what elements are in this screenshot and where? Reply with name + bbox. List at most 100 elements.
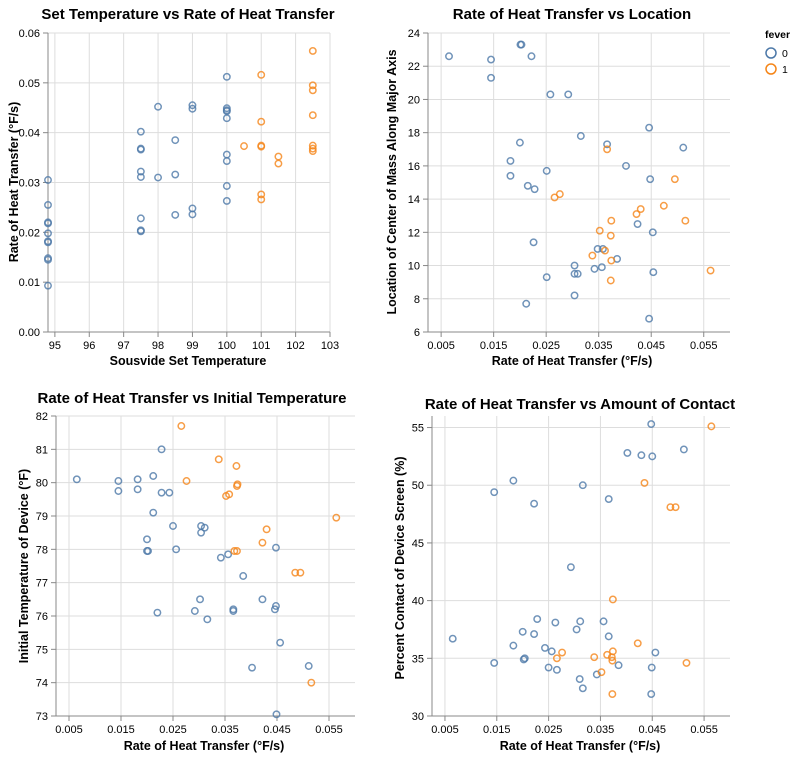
chart-1-point-fever-0 xyxy=(136,227,145,236)
chart-1-point-fever-1 xyxy=(308,81,317,90)
chart-4-point-fever-1 xyxy=(607,653,616,662)
chart-4-y-axis-title: Percent Contact of Device Screen (%) xyxy=(393,457,407,680)
chart-3-point-fever-0 xyxy=(272,602,280,610)
chart-3-point-fever-1 xyxy=(233,482,241,490)
chart-1-point-fever-0 xyxy=(136,167,145,176)
chart-2-point-fever-1 xyxy=(607,256,616,265)
chart-2-point-fever-0 xyxy=(570,269,579,278)
chart-2-point-fever-0 xyxy=(633,220,642,228)
chart-4-point-fever-0 xyxy=(490,488,499,497)
chart-1-point-fever-0 xyxy=(154,173,162,182)
chart-2-point-fever-0 xyxy=(487,73,495,82)
chart-3-point-fever-0 xyxy=(270,605,279,614)
chart-3-point-fever-1 xyxy=(296,568,305,577)
chart-2-y-tick-label: 14 xyxy=(408,194,420,206)
chart-1-point-fever-0 xyxy=(44,219,52,228)
chart-4-point-fever-0 xyxy=(614,661,623,670)
chart-2-y-axis-title: Location of Center of Mass Along Major A… xyxy=(385,49,399,314)
chart-4-point-fever-0 xyxy=(647,690,656,699)
chart-1-y-tick-label: 0.05 xyxy=(19,78,40,90)
chart-4-point-fever-1 xyxy=(608,595,617,604)
chart-1-x-tick-label: 102 xyxy=(286,340,304,352)
chart-3-point-fever-1 xyxy=(182,477,191,485)
chart-2-point-fever-0 xyxy=(576,132,585,140)
chart-3-y-tick-label: 77 xyxy=(36,578,48,590)
chart-1-point-fever-0 xyxy=(136,173,145,181)
chart-3-point-fever-0 xyxy=(143,535,151,544)
chart-3-x-tick-label: 0.015 xyxy=(107,724,135,736)
chart-3-y-tick-label: 74 xyxy=(36,678,48,690)
chart-4-point-fever-0 xyxy=(551,618,560,627)
chart-2-point-fever-0 xyxy=(542,273,551,282)
chart-2-point-fever-0 xyxy=(542,166,551,175)
chart-3-point-fever-0 xyxy=(133,475,142,484)
chart-2-point-fever-1 xyxy=(588,251,597,260)
chart-1-point-fever-1 xyxy=(257,190,266,199)
chart-2-y-tick-label: 8 xyxy=(414,294,420,306)
chart-2-point-fever-1 xyxy=(601,246,609,255)
chart-2-point-fever-0 xyxy=(487,55,495,64)
chart-2-point-fever-1 xyxy=(606,231,615,240)
chart-3-y-tick-label: 75 xyxy=(36,644,48,656)
legend-symbol-0 xyxy=(765,47,777,59)
chart-4-point-fever-1 xyxy=(558,648,567,657)
chart-4-x-tick-label: 0.045 xyxy=(638,724,666,736)
chart-1-x-tick-label: 100 xyxy=(218,340,236,352)
chart-3-point-fever-1 xyxy=(225,490,234,499)
chart-3-x-tick-label: 0.005 xyxy=(55,724,83,736)
chart-4-point-fever-1 xyxy=(552,654,561,663)
chart-3-x-axis-title: Rate of Heat Transfer (°F/s) xyxy=(124,739,285,753)
chart-3-y-tick-label: 79 xyxy=(36,511,48,523)
chart-2-x-tick-label: 0.005 xyxy=(427,340,455,352)
chart-3-point-fever-0 xyxy=(190,607,199,615)
chart-2-x-axis-title: Rate of Heat Transfer (°F/s) xyxy=(492,354,653,368)
chart-4-y-tick-label: 45 xyxy=(412,538,424,550)
chart-1-x-tick-label: 98 xyxy=(152,340,164,352)
chart-1: 95 96 97 98 99 100 101 102 103 0.00 0.01 0.02 0.03 0.… xyxy=(19,28,340,352)
chart-2-point-fever-1 xyxy=(555,190,564,199)
chart-3: 0.005 0.015 0.025 0.035 0.045 0.055 73 74 75 76 77… xyxy=(36,411,355,736)
chart-4-point-fever-0 xyxy=(648,452,657,461)
chart-4-title: Rate of Heat Transfer vs Amount of Conta… xyxy=(425,396,735,413)
chart-1-x-tick-label: 101 xyxy=(252,340,270,352)
chart-1-point-fever-1 xyxy=(240,142,248,151)
chart-2-point-fever-0 xyxy=(546,90,555,99)
chart-1-point-fever-0 xyxy=(154,102,162,111)
chart-3-point-fever-0 xyxy=(196,595,204,604)
chart-4-point-fever-0 xyxy=(509,476,518,485)
chart-2-y-tick-label: 12 xyxy=(408,227,420,239)
chart-1-point-fever-0 xyxy=(44,176,52,184)
chart-3-y-tick-label: 73 xyxy=(36,711,48,723)
chart-1-y-tick-label: 0.01 xyxy=(19,277,40,289)
chart-2-point-fever-0 xyxy=(573,269,582,278)
chart-2-point-fever-0 xyxy=(530,185,539,194)
chart-4-point-fever-1 xyxy=(666,503,675,512)
chart-2-point-fever-1 xyxy=(706,266,715,275)
chart-2-point-fever-1 xyxy=(670,175,679,184)
chart-2-point-fever-1 xyxy=(636,205,645,214)
chart-2-point-fever-0 xyxy=(648,228,657,237)
chart-4-point-fever-1 xyxy=(671,503,680,512)
chart-1-point-fever-1 xyxy=(308,111,317,120)
chart-4: 0.005 0.015 0.025 0.035 0.045 0.055 30 35 40 45 50… xyxy=(412,416,730,736)
chart-3-point-fever-1 xyxy=(177,422,186,430)
chart-3-point-fever-1 xyxy=(233,547,241,555)
chart-3-point-fever-0 xyxy=(258,595,267,604)
chart-4-point-fever-0 xyxy=(519,655,528,664)
chart-2-point-fever-0 xyxy=(564,90,573,99)
chart-1-y-tick-label: 0.04 xyxy=(19,128,40,140)
chart-1-point-fever-0 xyxy=(188,101,197,110)
chart-1-x-tick-label: 96 xyxy=(83,340,95,352)
chart-2-y-tick-label: 16 xyxy=(408,161,420,173)
chart-4-point-fever-0 xyxy=(533,615,542,624)
legend-title: fever xyxy=(765,29,790,41)
chart-4-point-fever-0 xyxy=(520,654,529,663)
chart-4-point-fever-1 xyxy=(608,690,617,699)
chart-3-x-tick-label: 0.055 xyxy=(315,724,343,736)
chart-4-point-fever-0 xyxy=(448,634,457,643)
chart-3-point-fever-0 xyxy=(272,710,281,719)
chart-1-point-fever-0 xyxy=(171,170,180,179)
chart-3-point-fever-0 xyxy=(272,543,280,552)
chart-3-point-fever-0 xyxy=(239,572,248,580)
chart-4-point-fever-1 xyxy=(640,478,649,487)
